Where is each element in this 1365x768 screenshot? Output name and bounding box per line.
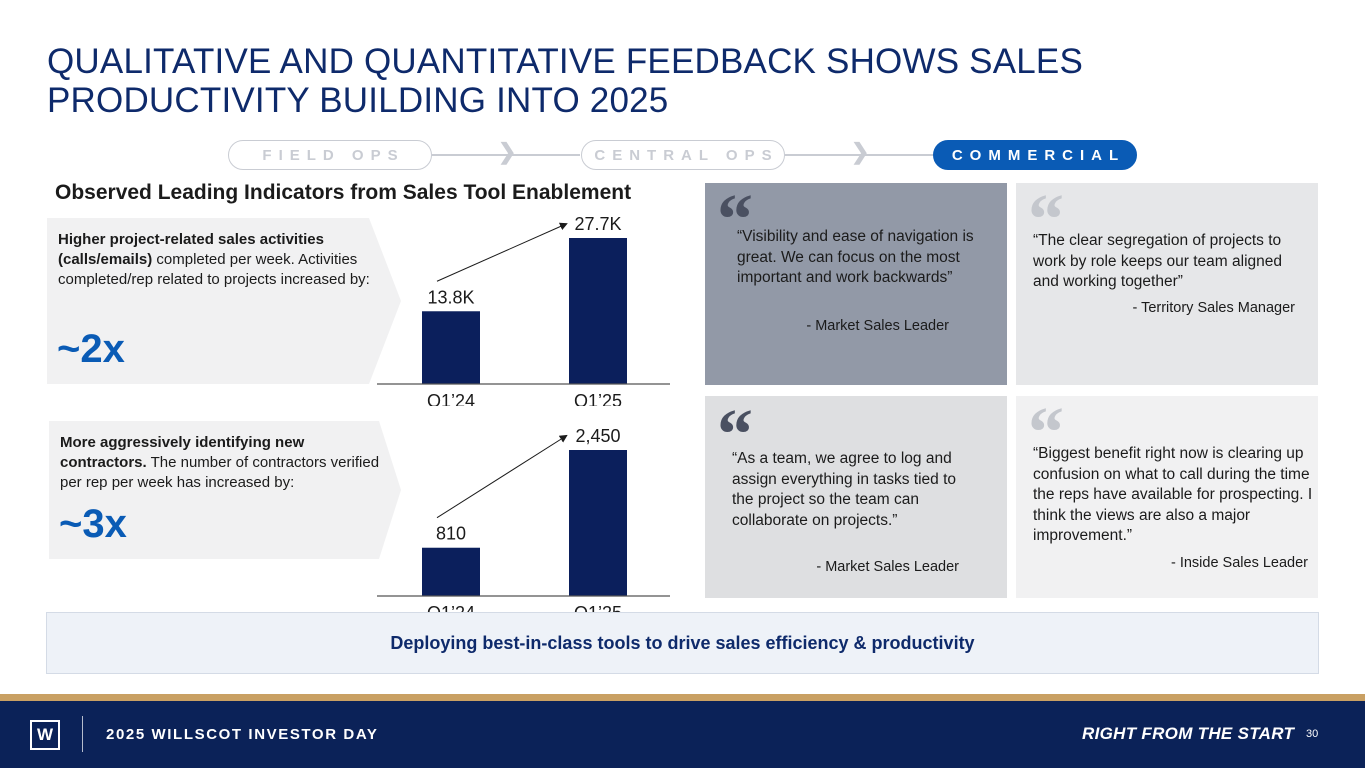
footer: W 2025 WILLSCOT INVESTOR DAY RIGHT FROM … [0, 701, 1365, 768]
step-connector [432, 154, 580, 156]
data-label-1: 27.7K [574, 214, 621, 234]
callout-bold: More aggressively identifying new contra… [60, 434, 305, 471]
bar-0 [422, 547, 480, 596]
bar-1 [569, 238, 627, 384]
quote-icon: “ [717, 179, 753, 259]
summary-banner: Deploying best-in-class tools to drive s… [46, 612, 1319, 674]
callout-text-activities: Higher project-related sales activities … [58, 230, 383, 290]
quote-attribution: - Inside Sales Leader [1170, 555, 1308, 571]
section-title: Observed Leading Indicators from Sales T… [55, 181, 632, 204]
chevron-right-icon: ❯ [851, 139, 870, 164]
callout-panel-contractors [49, 421, 379, 559]
page-title-line-2: PRODUCTIVITY BUILDING INTO 2025 [47, 81, 669, 120]
x-tick-label-1: Q1’25 [574, 391, 622, 406]
quote-icon: “ [1028, 392, 1064, 472]
data-label-0: 810 [436, 524, 466, 544]
callout-panel-activities [47, 218, 369, 384]
bar-chart-contractors: 810 Q1’24 2,450 Q1’25 [372, 418, 682, 623]
quote-card: “ “Visibility and ease of navigation is … [705, 183, 1007, 385]
callout-body: The number of contractors verified per r… [60, 454, 380, 491]
callout-pointer [369, 218, 401, 384]
chevron-right-icon: ❯ [498, 139, 517, 164]
tagline: RIGHT FROM THE START [1082, 724, 1295, 743]
bar-1 [569, 450, 627, 596]
page-number: 30 [1306, 728, 1319, 740]
quote-card: “ “The clear segregation of projects to … [1016, 183, 1318, 385]
x-tick-label-0: Q1’24 [427, 391, 475, 406]
footer-stripe [0, 694, 1365, 701]
step-commercial: COMMERCIAL [933, 140, 1137, 170]
growth-arrow [436, 222, 568, 282]
bar-0 [422, 311, 480, 384]
callout-body: completed per week. Activities completed… [58, 251, 370, 288]
quote-icon: “ [717, 394, 753, 474]
callout-text-contractors: More aggressively identifying new contra… [60, 433, 390, 493]
data-label-1: 2,450 [575, 426, 620, 446]
chart-svg: 13.8K Q1’24 27.7K Q1’25 [377, 214, 670, 411]
quote-attribution: - Territory Sales Manager [1132, 300, 1295, 316]
multiplier-activities: ~2x [57, 327, 125, 371]
callout-pointer [379, 421, 401, 559]
quote-attribution: - Market Sales Leader [816, 559, 959, 575]
step-central-ops: CENTRAL OPS [581, 140, 785, 170]
quote-card: “ “Biggest benefit right now is clearing… [1016, 396, 1318, 598]
quote-icon: “ [1028, 179, 1064, 259]
step-field-ops: FIELD OPS [228, 140, 432, 170]
step-connector [785, 154, 933, 156]
quote-text: “The clear segregation of projects to wo… [1033, 232, 1282, 290]
quote-attribution: - Market Sales Leader [806, 318, 949, 334]
quote-text: “Visibility and ease of navigation is gr… [737, 228, 974, 286]
multiplier-contractors: ~3x [59, 502, 127, 546]
growth-arrow [436, 434, 568, 519]
bar-chart-activities: 13.8K Q1’24 27.7K Q1’25 [372, 206, 682, 411]
footer-divider [82, 716, 83, 752]
event-name: 2025 WILLSCOT INVESTOR DAY [106, 726, 379, 743]
page-title: QUALITATIVE AND QUANTITATIVE FEEDBACK SH… [47, 42, 1307, 120]
callout-bold: Higher project-related sales activities … [58, 231, 324, 268]
progress-stepper: ❯ ❯ FIELD OPS CENTRAL OPS COMMERCIAL [0, 138, 1365, 172]
quote-card: “ “As a team, we agree to log and assign… [705, 396, 1007, 598]
data-label-0: 13.8K [427, 287, 474, 307]
quote-text: “As a team, we agree to log and assign e… [732, 450, 957, 529]
willscot-logo: W [30, 720, 60, 750]
page-title-line-1: QUALITATIVE AND QUANTITATIVE FEEDBACK SH… [47, 42, 1084, 81]
quote-text: “Biggest benefit right now is clearing u… [1033, 445, 1313, 544]
